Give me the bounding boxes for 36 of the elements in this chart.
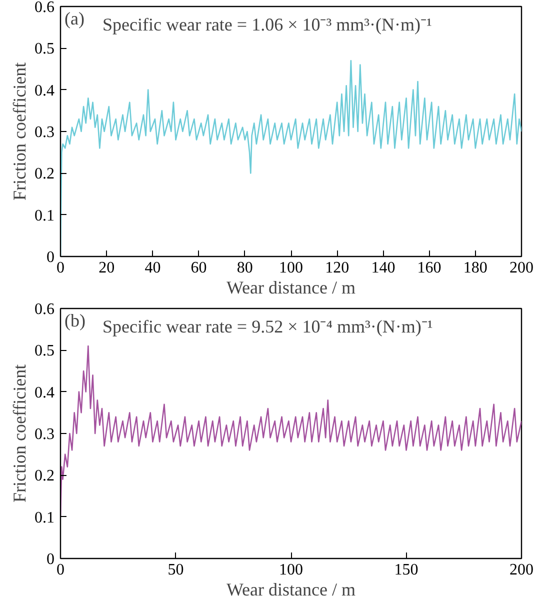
y-tick-label: 0.4 (34, 384, 54, 402)
x-tick-label: 80 (236, 260, 253, 276)
annotation: (b) (64, 310, 86, 330)
y-tick-label: 0.3 (34, 426, 54, 443)
x-tick-label: 60 (190, 260, 207, 276)
x-tick-label: 180 (463, 260, 488, 276)
y-tick-label: 0.2 (34, 468, 54, 485)
y-tick-label: 0.1 (34, 207, 54, 224)
x-tick-label: 150 (394, 562, 418, 578)
y-axis-title: Friction coefficient (10, 364, 30, 503)
x-axis-title: Wear distance / m (226, 580, 356, 600)
x-tick-label: 20 (98, 260, 115, 276)
y-tick-label: 0.5 (34, 342, 54, 360)
x-tick-label: 200 (510, 260, 534, 276)
y-tick-label: 0.1 (34, 509, 54, 526)
y-tick-label: 0 (46, 249, 54, 266)
y-tick-label: 0.5 (34, 40, 54, 58)
y-tick-label: 0.6 (34, 301, 54, 318)
y-tick-label: 0.6 (34, 0, 54, 16)
x-tick-label: 200 (510, 562, 534, 578)
y-tick-label: 0.3 (34, 124, 54, 141)
x-axis-title: Wear distance / m (226, 278, 356, 298)
annotation: (a) (64, 8, 84, 28)
y-tick-label: 0 (46, 551, 54, 568)
y-axis-title: Friction coefficient (10, 62, 30, 201)
annotation: Specific wear rate = 1.06 × 10⁻³ mm³·(N·m)⁻¹ (102, 14, 432, 34)
x-tick-label: 50 (168, 562, 184, 578)
x-tick-label: 100 (279, 260, 303, 276)
annotation: Specific wear rate = 9.52 × 10⁻⁴ mm³·(N·m)⁻¹ (102, 316, 433, 336)
y-tick-label: 0.2 (34, 166, 54, 183)
y-tick-label: 0.4 (34, 82, 54, 100)
x-tick-label: 120 (325, 260, 350, 276)
x-tick-label: 160 (417, 260, 442, 276)
x-tick-label: 40 (144, 260, 161, 276)
x-tick-label: 100 (279, 562, 303, 578)
x-tick-label: 140 (371, 260, 396, 276)
